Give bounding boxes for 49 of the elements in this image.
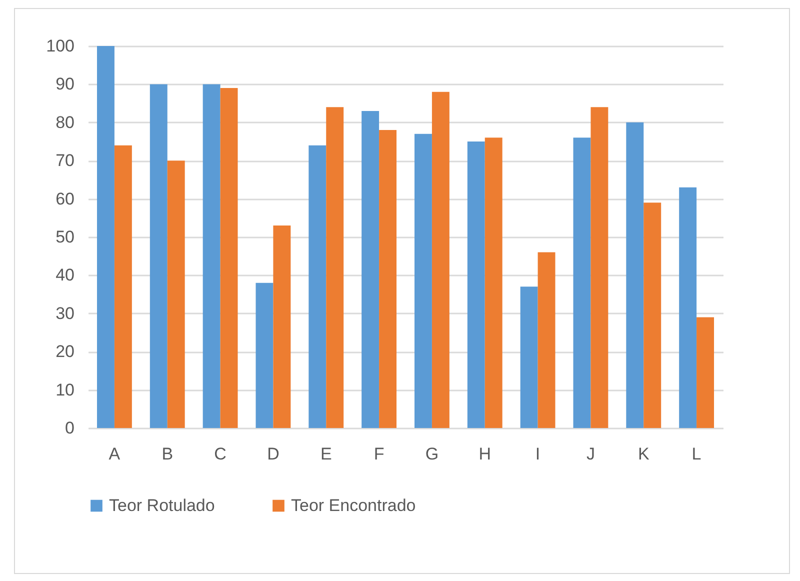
y-tick-label: 30 [56,304,74,323]
bar [273,226,291,428]
x-tick-label: B [162,444,174,464]
bar [467,142,485,428]
bar [432,92,450,428]
bar [538,252,556,428]
y-tick-label: 100 [46,36,74,56]
legend-label: Teor Encontrado [291,496,416,515]
x-tick-label: D [267,444,280,464]
bar [644,202,662,428]
bar [220,88,238,428]
x-tick-label: L [692,444,702,464]
bar [96,46,114,428]
bar [696,317,714,428]
bar [114,145,132,428]
bar [256,282,274,428]
bar [520,286,538,428]
bar [590,107,608,428]
bar [379,130,397,428]
bar [326,107,344,428]
bar [573,138,591,428]
y-tick-label: 0 [65,418,74,438]
bar [167,160,185,428]
x-tick-label: J [586,444,595,464]
x-tick-label: E [320,444,332,464]
x-tick-label: I [535,444,540,464]
bar [679,187,697,428]
y-tick-label: 90 [56,74,74,94]
bar [308,145,326,428]
y-tick-label: 40 [56,266,74,285]
y-tick-label: 60 [56,189,74,208]
bar [484,138,502,428]
x-tick-label: G [425,444,439,464]
bar [362,110,380,428]
x-tick-label: H [478,444,492,464]
x-tick-label: C [214,444,226,464]
legend-label: Teor Rotulado [109,496,215,515]
bar [202,84,220,428]
x-tick-label: A [108,444,121,464]
y-tick-label: 70 [56,151,74,170]
x-tick-label: K [638,444,650,464]
x-tick-label: F [374,444,384,464]
y-tick-label: 20 [56,342,74,362]
bar [150,84,168,428]
bar [626,122,644,428]
y-tick-label: 10 [56,380,74,400]
y-tick-label: 80 [56,112,74,132]
y-tick-label: 50 [56,228,74,246]
bar [414,134,432,428]
